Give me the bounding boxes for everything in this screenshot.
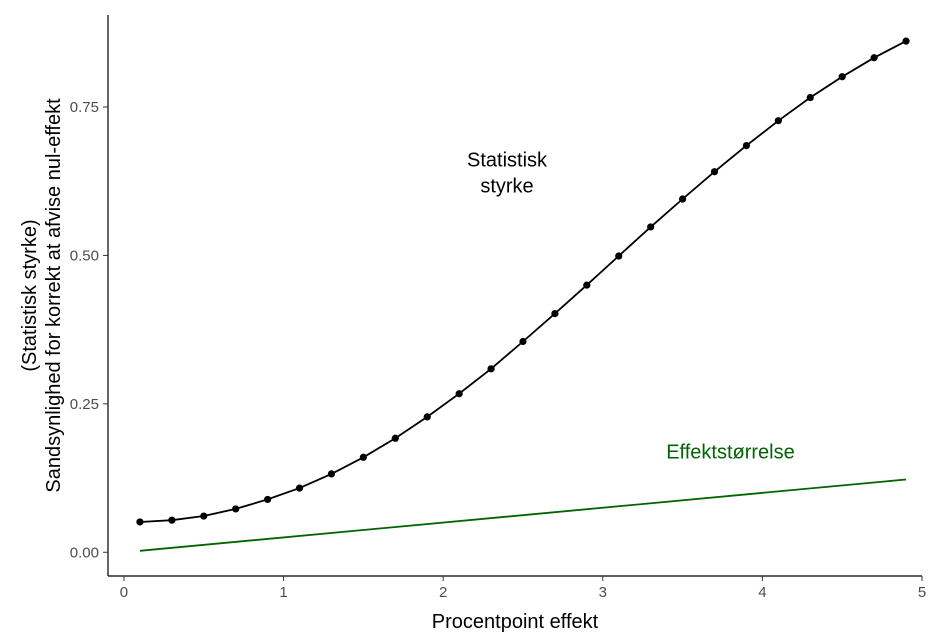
power-point <box>423 413 431 421</box>
power-point <box>519 337 527 346</box>
x-tick-label: 2 <box>439 584 447 601</box>
power-point <box>774 117 782 125</box>
power-point <box>136 518 144 526</box>
power-point <box>742 142 751 150</box>
series-layer <box>136 37 910 552</box>
power-point <box>647 223 655 231</box>
y-tick-label: 0.00 <box>70 544 99 561</box>
power-point <box>551 310 559 318</box>
x-tick-label: 3 <box>599 584 607 601</box>
y-axis-title: (Statistisk styrke) Sandsynlighed for kor… <box>19 98 65 493</box>
power-point <box>391 434 399 442</box>
y-tick-label: 0.50 <box>70 247 99 264</box>
annotation-layer: Statistisk styrke Effektstørrelse <box>467 149 795 463</box>
power-point <box>615 252 623 260</box>
y-axis-title-line: Sandsynlighed for korrekt at afvise nul-… <box>43 98 65 493</box>
x-axis-title: Procentpoint effekt <box>432 611 599 632</box>
power-point <box>870 54 878 62</box>
power-point <box>838 73 846 81</box>
x-tick-label: 4 <box>758 584 766 601</box>
power-annotation: Statistisk styrke <box>467 149 548 197</box>
power-point <box>200 512 208 520</box>
power-point <box>902 37 910 45</box>
power-point <box>455 390 463 398</box>
annotation-line: Statistisk <box>467 149 548 171</box>
x-tick-label: 0 <box>120 584 128 601</box>
y-axis-title-line: (Statistisk styrke) <box>19 219 41 371</box>
power-point <box>295 484 304 492</box>
axes: 0 1 2 3 4 5 0.00 0.25 0.50 0.75 <box>70 15 926 601</box>
annotation-line: styrke <box>480 175 533 197</box>
x-tick-label: 5 <box>918 584 926 601</box>
power-point <box>583 281 591 289</box>
power-point <box>232 505 240 513</box>
power-point <box>359 453 367 461</box>
power-point <box>710 168 719 176</box>
power-point <box>264 495 272 504</box>
x-tick-label: 1 <box>279 584 287 601</box>
y-tick-label: 0.75 <box>70 99 99 116</box>
effect-size-annotation: Effektstørrelse <box>666 441 795 463</box>
power-point <box>678 195 687 203</box>
power-point <box>327 470 336 478</box>
power-point <box>806 93 814 102</box>
power-point <box>487 365 495 373</box>
power-point <box>168 516 176 524</box>
effect-size-line <box>139 478 907 552</box>
annotation-line: Effektstørrelse <box>666 441 795 463</box>
y-tick-label: 0.25 <box>70 396 99 413</box>
